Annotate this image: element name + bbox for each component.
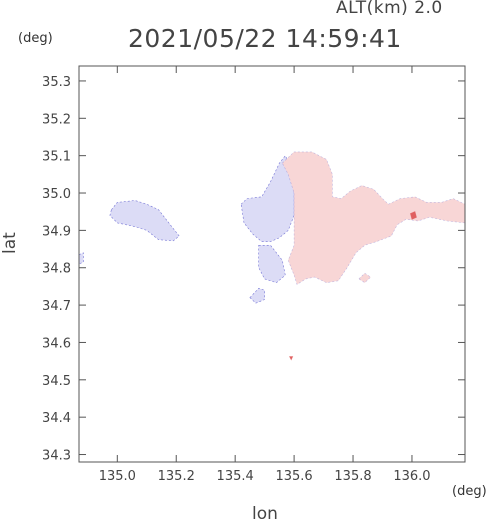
data-region-positive [281, 151, 466, 285]
x-tick-label: 135.2 [158, 469, 195, 484]
x-tick-label: 135.4 [217, 469, 254, 484]
data-region-negative [258, 245, 286, 284]
data-region-positive [358, 272, 372, 284]
y-axis-ticks: 34.3 34.4 34.5 34.6 34.7 34.8 34.9 35.0 35.1 35.2… [42, 75, 465, 464]
y-tick-label: 35.0 [42, 187, 71, 202]
x-axis-unit: (deg) [452, 484, 487, 499]
altitude-label: ALT(km) 2.0 [336, 0, 443, 18]
data-regions [78, 151, 466, 361]
data-region-negative [109, 200, 180, 242]
y-tick-label: 34.4 [42, 411, 71, 426]
data-region-strong [410, 211, 417, 220]
y-tick-label: 35.2 [42, 112, 71, 127]
y-tick-label: 35.1 [42, 150, 71, 165]
y-tick-label: 34.7 [42, 299, 71, 314]
y-tick-label: 35.3 [42, 75, 71, 90]
data-region-negative [249, 287, 265, 304]
x-axis-ticks: 135.0 135.2 135.4 135.6 135.8 136.0 [99, 66, 431, 484]
y-tick-label: 34.9 [42, 224, 71, 239]
y-tick-label: 34.8 [42, 262, 71, 277]
x-tick-label: 135.8 [334, 469, 371, 484]
x-tick-label: 135.6 [275, 469, 312, 484]
plot-frame [78, 65, 466, 463]
data-region-strong [289, 356, 294, 361]
data-region-negative [78, 252, 84, 265]
chart-timestamp-title: 2021/05/22 14:59:41 [128, 24, 402, 53]
x-tick-label: 136.0 [393, 469, 430, 484]
y-tick-label: 34.6 [42, 336, 71, 351]
y-tick-label: 34.5 [42, 374, 71, 389]
x-axis-label: lon [252, 504, 278, 524]
x-tick-label: 135.0 [99, 469, 136, 484]
y-axis-unit: (deg) [18, 31, 53, 46]
y-tick-label: 34.3 [42, 449, 71, 464]
